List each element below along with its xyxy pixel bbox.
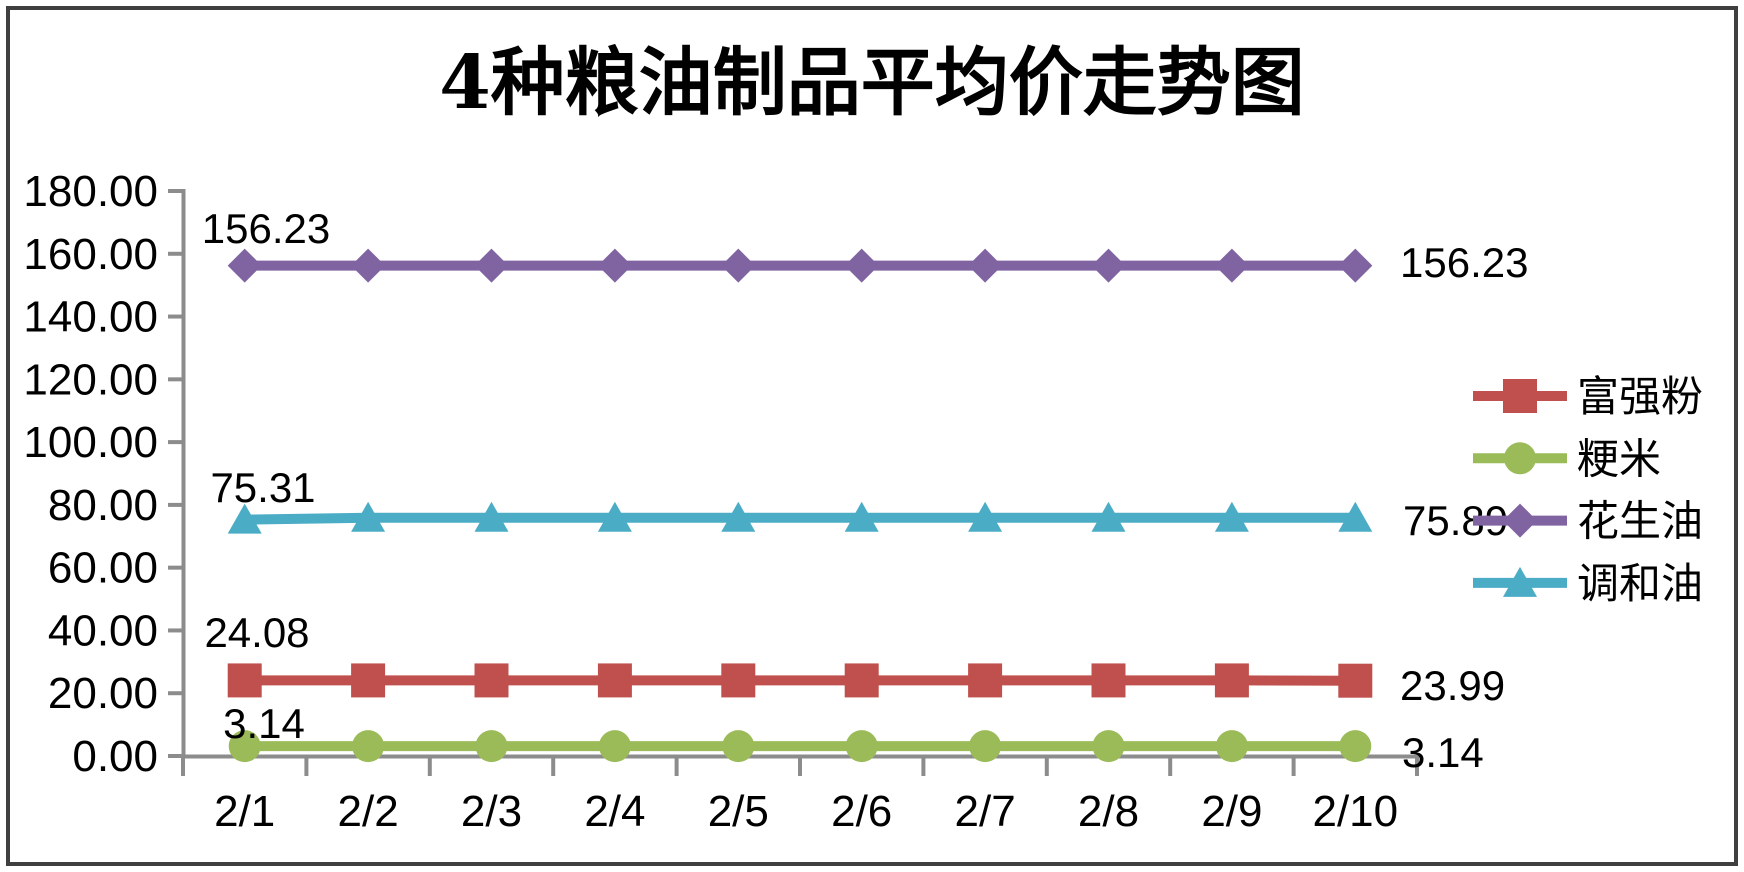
series-marker-0 <box>1091 663 1126 698</box>
series-marker-2 <box>227 248 262 283</box>
series-marker-3 <box>1091 501 1126 532</box>
series-marker-1 <box>969 730 1002 763</box>
legend-marker-0 <box>1503 379 1537 413</box>
series-marker-1 <box>722 730 755 763</box>
series-marker-2 <box>597 248 632 283</box>
x-tick-label: 2/8 <box>1078 787 1139 836</box>
legend-marker-3 <box>1503 566 1537 597</box>
series-marker-2 <box>1214 248 1249 283</box>
y-tick-label: 20.00 <box>48 669 158 718</box>
y-tick-label: 60.00 <box>48 544 158 593</box>
legend-label-0: 富强粉 <box>1577 373 1703 420</box>
series-marker-3 <box>721 501 756 532</box>
axes: 0.00 20.00 40.00 60.00 80.00 100.00 120.00 140.… <box>23 167 1419 836</box>
data-label-last-1: 3.14 <box>1402 729 1484 776</box>
series-marker-2 <box>474 248 509 283</box>
x-tick-label: 2/7 <box>955 787 1016 836</box>
data-label-first-0: 24.08 <box>204 609 309 656</box>
legend-marker-1 <box>1504 442 1536 475</box>
series-marker-0 <box>351 663 386 698</box>
y-tick-label: 80.00 <box>48 481 158 530</box>
x-tick-label: 2/1 <box>214 787 275 836</box>
series-line-3 <box>244 512 1356 525</box>
series-marker-0 <box>968 663 1003 698</box>
data-label-last-2: 156.23 <box>1400 239 1528 286</box>
y-tick-label: 100.00 <box>23 418 158 467</box>
legend-label-1: 粳米 <box>1577 435 1661 482</box>
chart-border <box>6 6 1738 866</box>
x-tick-label: 2/5 <box>708 787 769 836</box>
series-marker-2 <box>721 248 756 283</box>
series-marker-0 <box>597 663 632 698</box>
series-marker-0 <box>721 663 756 698</box>
x-tick-label: 2/10 <box>1312 787 1398 836</box>
series-marker-1 <box>1215 730 1248 763</box>
series-marker-1 <box>845 730 878 763</box>
series-marker-2 <box>844 248 879 283</box>
series-marker-1 <box>1339 730 1372 763</box>
data-label-last-0: 23.99 <box>1400 662 1505 709</box>
series-marker-1 <box>475 730 508 763</box>
legend-label-3: 调和油 <box>1577 560 1703 607</box>
series-marker-1 <box>352 730 385 763</box>
data-label-first-3: 75.31 <box>210 464 315 511</box>
data-label-first-2: 156.23 <box>202 205 330 252</box>
y-tick-label: 0.00 <box>72 732 158 781</box>
legend-marker-2 <box>1503 503 1537 538</box>
series-marker-1 <box>598 730 631 763</box>
x-tick-label: 2/3 <box>461 787 522 836</box>
y-tick-label: 120.00 <box>23 355 158 404</box>
series-marker-0 <box>844 663 879 698</box>
y-tick-label: 160.00 <box>23 230 158 279</box>
series-marker-1 <box>228 730 261 763</box>
x-tick-label: 2/2 <box>338 787 399 836</box>
y-tick-label: 180.00 <box>23 167 158 216</box>
series-marker-3 <box>597 501 632 532</box>
x-tick-label: 2/9 <box>1201 787 1262 836</box>
series-marker-0 <box>474 663 509 698</box>
series-marker-3 <box>351 501 386 532</box>
chart-title: 4种粮油制品平均价走势图 <box>439 40 1305 126</box>
series-marker-0 <box>1214 663 1249 698</box>
series-marker-3 <box>227 503 262 534</box>
series-marker-3 <box>968 501 1003 532</box>
x-tick-label: 2/4 <box>584 787 645 836</box>
series-marker-0 <box>227 663 262 698</box>
series-marker-0 <box>1338 663 1373 698</box>
series-marker-3 <box>1338 501 1373 532</box>
series-marker-3 <box>474 501 509 532</box>
series-group <box>227 248 1373 763</box>
series-marker-2 <box>351 248 386 283</box>
series-marker-3 <box>1214 501 1249 532</box>
series-marker-1 <box>1092 730 1125 763</box>
legend-label-2: 花生油 <box>1577 498 1703 545</box>
series-marker-2 <box>968 248 1003 283</box>
series-marker-3 <box>844 501 879 532</box>
series-marker-2 <box>1338 248 1373 283</box>
x-tick-label: 2/6 <box>831 787 892 836</box>
y-tick-label: 140.00 <box>23 293 158 342</box>
data-label-first-1: 3.14 <box>223 700 305 747</box>
series-marker-2 <box>1091 248 1126 283</box>
y-tick-label: 40.00 <box>48 606 158 655</box>
